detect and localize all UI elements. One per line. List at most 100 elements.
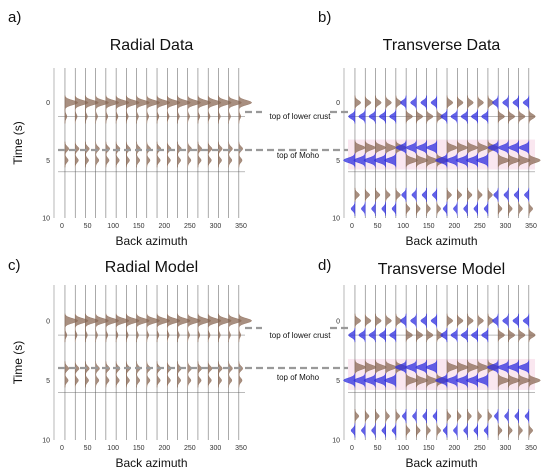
trace-pulse <box>354 187 360 203</box>
trace-pulse <box>348 109 356 124</box>
x-tick-label: 200 <box>448 223 460 230</box>
trace-pulse <box>486 360 499 375</box>
trace-pulse <box>502 313 509 329</box>
trace-pulse <box>465 153 478 168</box>
trace-pulse <box>348 327 356 343</box>
y-axis-label: Time (s) <box>11 121 25 165</box>
trace-pulse <box>167 109 170 124</box>
chart-panel-d <box>343 285 541 440</box>
trace-pulse <box>497 109 505 124</box>
panel-letter: c) <box>8 257 21 274</box>
trace-pulse <box>187 373 192 388</box>
lower-crust-label: top of lower crust <box>270 112 332 121</box>
trace-pulse <box>187 109 190 124</box>
trace-pulse <box>207 327 211 343</box>
trace-pulse <box>446 187 452 203</box>
trace-pulse <box>497 423 503 438</box>
trace-pulse <box>395 187 401 203</box>
trace-pulse <box>508 109 516 124</box>
moho-label: top of Moho <box>277 151 320 160</box>
y-tick-label: 0 <box>46 100 50 107</box>
trace-pulse <box>528 373 541 388</box>
trace-pulse <box>426 327 434 343</box>
trace-pulse <box>371 201 376 217</box>
x-axis-label: Back azimuth <box>405 234 477 248</box>
trace-pulse <box>365 95 372 110</box>
trace-pulse <box>385 140 397 155</box>
trace-pulse <box>435 153 448 168</box>
trace-pulse <box>167 141 172 157</box>
trace-pulse <box>167 153 171 168</box>
trace-pulse <box>187 141 192 157</box>
x-tick-label: 0 <box>60 223 64 230</box>
trace-pulse <box>177 153 181 168</box>
trace-pulse <box>238 109 242 124</box>
trace-pulse <box>365 313 372 329</box>
trace-pulse <box>385 408 390 424</box>
trace-pulse <box>517 360 530 375</box>
trace-pulse <box>497 201 503 217</box>
trace-pulse <box>457 187 462 203</box>
trace-pulse <box>395 140 407 155</box>
trace-pulse <box>494 408 499 424</box>
trace-pulse <box>350 423 356 438</box>
trace-pulse <box>383 373 397 388</box>
trace-pulse <box>358 109 366 124</box>
trace-pulse <box>528 327 536 343</box>
trace-pulse <box>105 109 109 124</box>
trace-pulse <box>218 153 222 168</box>
panel-letter: a) <box>8 9 21 26</box>
trace-pulse <box>476 373 489 388</box>
trace-pulse <box>422 408 427 424</box>
trace-pulse <box>455 153 468 168</box>
trace-pulse <box>105 141 110 157</box>
x-tick-label: 50 <box>84 445 92 452</box>
trace-pulse <box>524 187 530 203</box>
trace-pulse <box>156 141 162 157</box>
trace-pulse <box>514 408 519 424</box>
trace-pulse <box>405 109 413 124</box>
x-axis-label: Back azimuth <box>405 456 477 470</box>
trace-pulse <box>238 313 253 329</box>
trace-pulse <box>146 327 149 343</box>
trace-pulse <box>477 313 484 329</box>
trace-pulse <box>518 109 526 124</box>
trace-pulse <box>353 153 366 168</box>
trace-pulse <box>410 313 417 329</box>
trace-pulse <box>402 408 407 424</box>
trace-pulse <box>453 201 458 217</box>
trace-pulse <box>416 423 421 438</box>
trace-pulse <box>391 201 397 217</box>
trace-pulse <box>167 373 171 388</box>
x-tick-label: 300 <box>500 223 512 230</box>
x-tick-label: 150 <box>423 223 435 230</box>
trace-pulse <box>445 373 458 388</box>
trace-pulse <box>420 95 427 110</box>
trace-pulse <box>167 327 170 343</box>
trace-pulse <box>64 153 69 168</box>
panel-title: Transverse Model <box>378 261 505 278</box>
trace-pulse <box>497 140 509 155</box>
y-tick-label: 10 <box>332 438 340 445</box>
trace-pulse <box>238 327 242 343</box>
panel-letter: b) <box>318 9 331 26</box>
trace-pulse <box>450 327 458 343</box>
trace-pulse <box>450 109 458 124</box>
x-tick-label: 200 <box>158 223 170 230</box>
trace-pulse <box>467 187 473 203</box>
trace-pulse <box>457 95 464 110</box>
trace-pulse <box>64 373 69 388</box>
trace-pulse <box>512 95 519 110</box>
trace-pulse <box>524 408 530 424</box>
trace-pulse <box>405 201 411 217</box>
x-tick-label: 150 <box>423 445 435 452</box>
trace-pulse <box>513 187 519 203</box>
trace-pulse <box>477 408 482 424</box>
trace-pulse <box>410 95 417 110</box>
trace-pulse <box>497 360 509 375</box>
trace-pulse <box>436 423 441 438</box>
trace-pulse <box>421 187 427 203</box>
trace-pulse <box>197 153 202 168</box>
trace-pulse <box>354 140 366 155</box>
trace-pulse <box>228 153 233 168</box>
